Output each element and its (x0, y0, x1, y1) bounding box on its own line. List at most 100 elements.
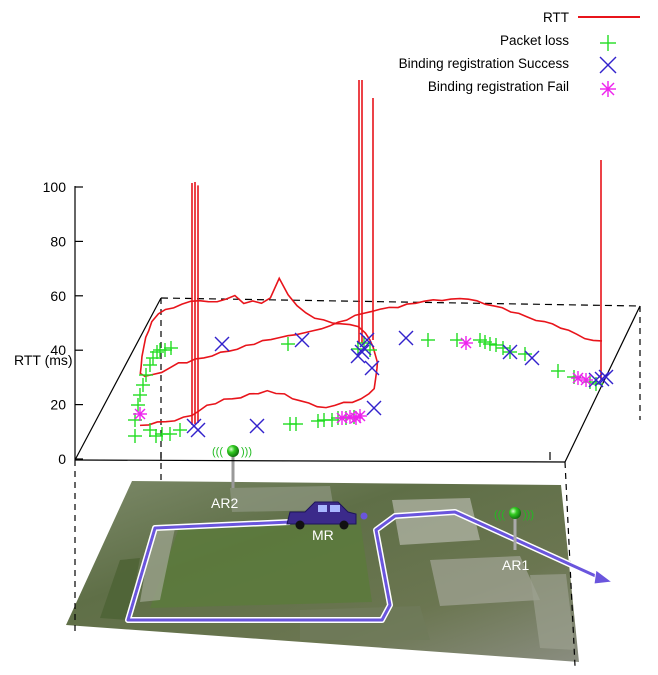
marker-stroke (190, 422, 206, 438)
marker-stroke (502, 344, 518, 360)
building-block (392, 498, 480, 545)
marker-stroke (214, 336, 230, 352)
route-arrow-icon (593, 569, 614, 585)
binding-success-marker (598, 369, 614, 385)
packet-loss-marker (551, 364, 565, 378)
marker-stroke (398, 330, 414, 346)
packet-loss-marker (164, 341, 178, 355)
packet-loss-marker (158, 343, 172, 357)
marker-stroke (344, 411, 356, 423)
packet-loss-marker (518, 347, 532, 361)
packet-loss-marker (421, 333, 435, 347)
packet-loss-marker (139, 368, 153, 382)
car-antenna-dot (360, 512, 368, 520)
z-tick-label: 20 (50, 397, 66, 413)
marker-stroke (580, 374, 592, 386)
packet-loss-marker (489, 338, 503, 352)
packet-loss-marker (143, 358, 157, 372)
ar1-antenna: ((( ))) AR1 (494, 507, 534, 573)
packet-loss-marker (163, 427, 177, 441)
building-block (140, 528, 175, 602)
marker-stroke (336, 412, 348, 424)
binding-success-marker (249, 418, 265, 434)
legend-label-binding-success: Binding registration Success (399, 56, 570, 71)
binding-fail-marker (459, 336, 473, 350)
marker-stroke (354, 410, 366, 422)
packet-loss-marker (496, 341, 510, 355)
packet-loss-marker (149, 429, 163, 443)
binding-fail-marker (133, 407, 147, 421)
base-ticks (160, 452, 551, 460)
base-left-edge (74, 297, 162, 461)
marker-stroke (354, 344, 370, 360)
marker-stroke (524, 350, 540, 366)
mr-route (126, 510, 601, 622)
ar1-label: AR1 (502, 557, 529, 573)
legend-swatch-packet-loss (600, 35, 616, 51)
binding-success-marker (502, 344, 518, 360)
packet-loss-marker (150, 345, 164, 359)
legend-label-binding-fail: Binding registration Fail (428, 79, 569, 94)
binding-success-marker (294, 332, 310, 348)
binding-success-marker (594, 371, 610, 387)
aerial-map: ((( ))) AR2 ((( ))) AR1 MR (66, 298, 641, 667)
binding-success-marker (356, 340, 372, 356)
legend-swatch-binding-success (599, 56, 617, 74)
signal-icon: ))) (241, 446, 252, 458)
legend-label-packet-loss: Packet loss (500, 33, 569, 48)
ar2-label: AR2 (211, 495, 238, 511)
binding-fail-marker (349, 411, 363, 425)
marker-stroke (598, 369, 614, 385)
legend: RTT Packet loss Binding registration Suc… (399, 10, 640, 97)
packet-loss-marker (133, 388, 147, 402)
building-block (530, 574, 575, 650)
car-wheel (339, 520, 349, 530)
binding-success-marker (359, 332, 375, 348)
marker-stroke (460, 337, 472, 349)
marker-stroke (134, 408, 146, 420)
base-back-edge (160, 297, 641, 307)
legend-label-rtt: RTT (543, 10, 569, 25)
legend-swatch-binding-fail (600, 81, 616, 97)
packet-loss-marker (146, 351, 160, 365)
packet-loss-marker (311, 414, 325, 428)
packet-loss-marker (289, 417, 303, 431)
rtt-line (139, 276, 603, 427)
signal-icon: ((( (494, 509, 505, 521)
mr-car: MR (286, 501, 368, 543)
marker-stroke (364, 360, 380, 376)
binding-success-marker (364, 360, 380, 376)
signal-icon: ((( (212, 446, 223, 458)
mr-label: MR (312, 527, 334, 543)
packet-loss-marker (131, 398, 145, 412)
building-block (230, 486, 334, 512)
marker-stroke (356, 340, 372, 356)
signal-icon: ))) (523, 509, 534, 521)
ar2-antenna: ((( ))) AR2 (211, 445, 252, 511)
packet-loss-marker (450, 333, 464, 347)
z-tick-label: 80 (50, 233, 66, 249)
binding-success-marker (524, 350, 540, 366)
binding-success-marker (366, 400, 382, 416)
base-front-edge (74, 459, 566, 463)
z-axis-label: RTT (ms) (14, 352, 73, 368)
z-tick-label: 40 (50, 342, 66, 358)
z-ticks: 0 20 40 60 80 100 (43, 179, 83, 467)
binding-success-marker (214, 336, 230, 352)
binding-fail-marker (353, 409, 367, 423)
chart-frame: 0 20 40 60 80 100 RTT (ms) (14, 179, 641, 467)
marker-stroke (594, 371, 610, 387)
binding-fail-marker (571, 371, 585, 385)
data-layer (128, 80, 614, 443)
building-block (430, 556, 540, 606)
sports-field (150, 520, 372, 608)
binding-fail-marker (579, 373, 593, 387)
marker-stroke (366, 400, 382, 416)
packet-loss-marker (281, 337, 295, 351)
binding-success-marker (190, 422, 206, 438)
binding-success-marker (354, 344, 370, 360)
car-window (318, 505, 327, 512)
packet-loss-marker (128, 429, 142, 443)
packet-loss-marker (136, 378, 150, 392)
